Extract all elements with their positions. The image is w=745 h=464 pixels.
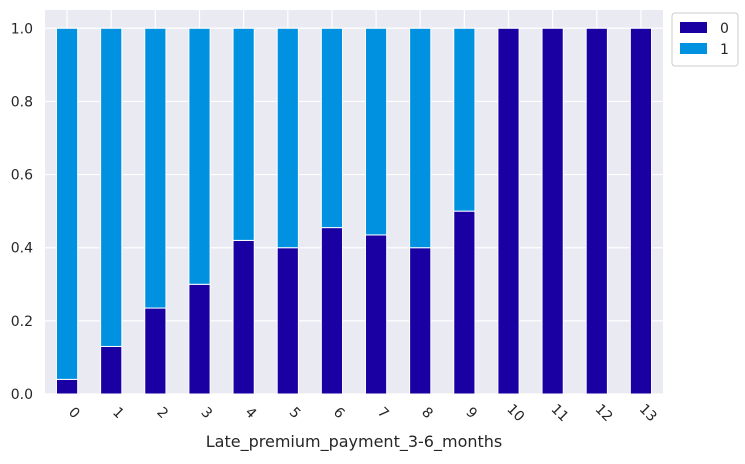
legend-label-0: 0: [720, 21, 729, 37]
y-tick-label: 0.2: [11, 314, 33, 330]
legend[interactable]: 01: [671, 12, 739, 67]
x-tick-label: 9: [462, 404, 480, 422]
x-tick-labels: 0 1 2 3 4 5 6 7 8 9 10 11 12 13: [65, 401, 660, 425]
legend-items: 01: [680, 21, 729, 58]
bar-segment-series-1-cat-7[interactable]: [364, 27, 388, 236]
bar-segment-series-1-cat-1[interactable]: [100, 27, 123, 347]
bar-segment-series-1-cat-2[interactable]: [144, 27, 167, 309]
bar-segment-series-0-cat-1[interactable]: [100, 345, 123, 395]
bar-segment-series-1-cat-3[interactable]: [188, 27, 211, 285]
y-tick-label: 0.4: [11, 241, 33, 257]
x-tick-label: 6: [330, 404, 348, 422]
bar-segment-series-0-cat-13[interactable]: [629, 27, 653, 395]
x-tick-label: 13: [636, 401, 660, 425]
bars: [55, 27, 653, 395]
y-tick-label: 0.8: [11, 94, 33, 110]
y-tick-label: 0.6: [11, 168, 33, 184]
bar-segment-series-1-cat-8[interactable]: [409, 27, 432, 249]
bar-segment-series-0-cat-3[interactable]: [188, 283, 211, 395]
bar-segment-series-0-cat-10[interactable]: [497, 27, 520, 395]
x-tick-label: 10: [503, 401, 527, 425]
x-tick-label: 3: [198, 404, 216, 422]
bar-segment-series-0-cat-9[interactable]: [453, 210, 476, 395]
bar-segment-series-0-cat-0[interactable]: [55, 378, 79, 395]
bar-segment-series-1-cat-9[interactable]: [453, 27, 476, 212]
x-tick-label: 7: [374, 404, 392, 422]
bar-segment-series-0-cat-12[interactable]: [585, 27, 608, 395]
legend-swatch-0: [680, 22, 707, 33]
bar-segment-series-0-cat-6[interactable]: [320, 227, 344, 395]
y-tick-label: 1.0: [11, 21, 33, 37]
bar-segment-series-1-cat-5[interactable]: [276, 27, 299, 249]
bar-segment-series-0-cat-5[interactable]: [276, 247, 299, 395]
x-tick-label: 8: [418, 404, 436, 422]
x-axis-label: Late_premium_payment_3-6_months: [206, 432, 503, 452]
bar-segment-series-0-cat-11[interactable]: [541, 27, 564, 395]
x-tick-label: 12: [592, 401, 616, 425]
x-tick-label: 0: [65, 404, 83, 422]
x-tick-label: 5: [286, 404, 304, 422]
x-tick-label: 2: [153, 404, 171, 422]
plot-background: [45, 10, 663, 394]
bar-segment-series-1-cat-4[interactable]: [232, 27, 255, 241]
x-tick-label: 11: [548, 401, 572, 425]
legend-swatch-1: [680, 43, 707, 54]
bar-segment-series-0-cat-7[interactable]: [364, 234, 388, 395]
legend-label-1: 1: [720, 42, 729, 58]
bar-segment-series-1-cat-6[interactable]: [320, 27, 344, 229]
bar-segment-series-0-cat-2[interactable]: [144, 307, 167, 395]
bar-segment-series-0-cat-4[interactable]: [232, 239, 255, 395]
bar-segment-series-0-cat-8[interactable]: [409, 247, 432, 395]
bar-segment-series-1-cat-0[interactable]: [55, 27, 79, 380]
x-tick-label: 1: [109, 404, 127, 422]
y-tick-labels: 0.0 0.2 0.4 0.6 0.8 1.0: [11, 21, 33, 403]
y-tick-label: 0.0: [11, 387, 33, 403]
x-tick-label: 4: [242, 404, 260, 422]
